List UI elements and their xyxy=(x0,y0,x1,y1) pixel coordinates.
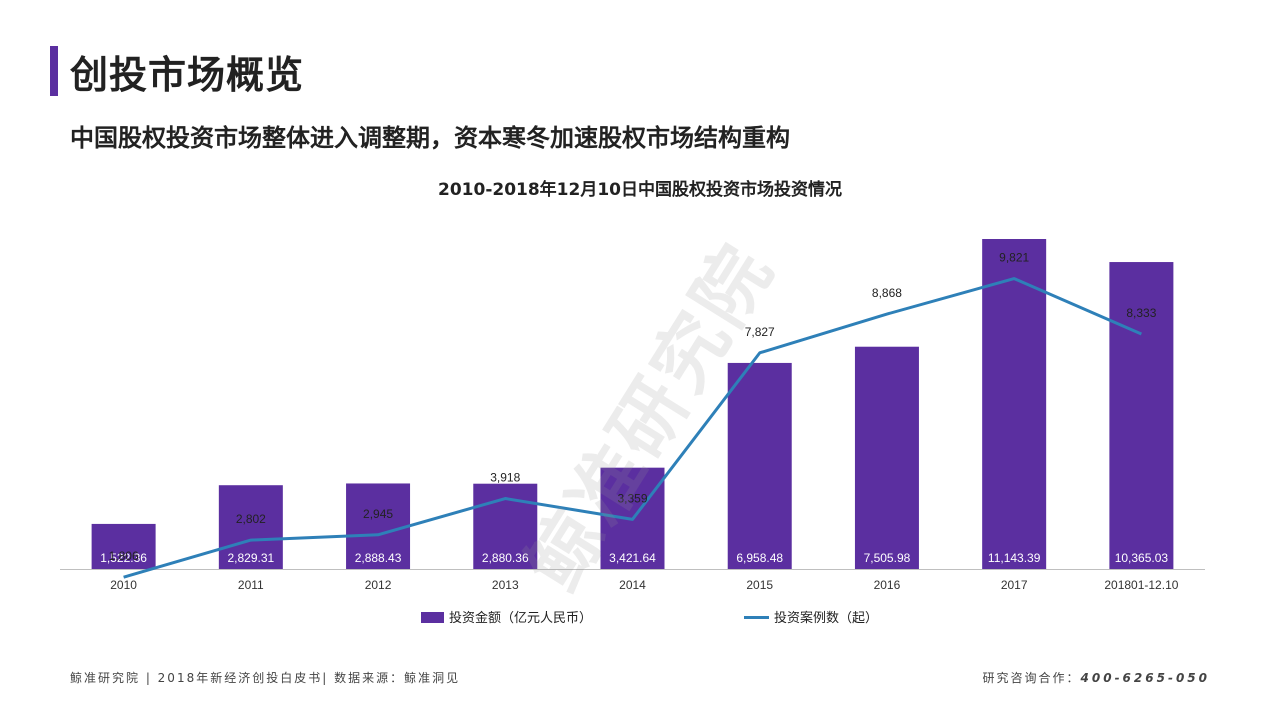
line-label-2013: 3,918 xyxy=(490,471,520,485)
line-label-2010: 1,806 xyxy=(109,549,139,563)
legend-label-bar: 投资金额（亿元人民币） xyxy=(449,610,592,625)
chart-title: 2010-2018年12月10日中国股权投资市场投资情况 xyxy=(438,180,842,200)
bar-label-2015: 6,958.48 xyxy=(736,551,783,565)
x-tick-label-2010: 2010 xyxy=(110,578,137,592)
bar-label-2012: 2,888.43 xyxy=(355,551,402,565)
page-title: 创投市场概览 xyxy=(70,53,305,97)
footer-contact-label: 研究咨询合作： xyxy=(982,671,1081,685)
line-label-2011: 2,802 xyxy=(236,512,266,526)
line-label-201801-12.10: 8,333 xyxy=(1126,306,1156,320)
legend-swatch-bar xyxy=(421,612,444,623)
bar-label-2014: 3,421.64 xyxy=(609,551,656,565)
page-subtitle: 中国股权投资市场整体进入调整期，资本寒冬加速股权市场结构重构 xyxy=(70,124,790,152)
x-tick-label-2016: 2016 xyxy=(874,578,901,592)
line-series-case-count xyxy=(123,277,1142,579)
bar-label-2010: 1,522.36 xyxy=(100,551,147,565)
footer-source: 鲸准研究院 | 2018年新经济创投白皮书| 数据来源：鲸准洞见 xyxy=(70,671,461,685)
footer-contact-number: 400-6265-050 xyxy=(1080,671,1210,685)
bar-2010 xyxy=(91,523,156,569)
bar-2016 xyxy=(854,346,919,569)
title-accent-bar xyxy=(50,46,58,96)
bar-2012 xyxy=(346,483,411,569)
x-tick-label-2012: 2012 xyxy=(365,578,392,592)
x-tick-label-2015: 2015 xyxy=(746,578,773,592)
line-label-2016: 8,868 xyxy=(872,286,902,300)
bar-label-2011: 2,829.31 xyxy=(227,551,274,565)
bar-label-2016: 7,505.98 xyxy=(864,551,911,565)
x-tick-label-2011: 2011 xyxy=(238,578,264,592)
bar-label-201801-12.10: 10,365.03 xyxy=(1115,551,1169,565)
bar-2015 xyxy=(727,362,792,569)
bar-201801-12.10 xyxy=(1109,262,1174,569)
bar-label-2013: 2,880.36 xyxy=(482,551,529,565)
footer-contact: 研究咨询合作：400-6265-050 xyxy=(983,669,1210,686)
bar-2017 xyxy=(982,239,1047,569)
x-tick-label-2017: 2017 xyxy=(1001,578,1028,592)
bar-2011 xyxy=(218,485,283,569)
x-tick-label-2014: 2014 xyxy=(619,578,646,592)
bar-label-2017: 11,143.39 xyxy=(988,551,1041,565)
line-label-2015: 7,827 xyxy=(745,325,775,339)
x-tick-label-201801-12.10: 201801-12.10 xyxy=(1104,578,1178,592)
line-label-2014: 3,359 xyxy=(617,491,647,505)
line-label-2012: 2,945 xyxy=(363,507,393,521)
x-tick-label-2013: 2013 xyxy=(492,578,519,592)
legend-label-line: 投资案例数（起） xyxy=(774,610,878,625)
line-label-2017: 9,821 xyxy=(999,251,1029,265)
